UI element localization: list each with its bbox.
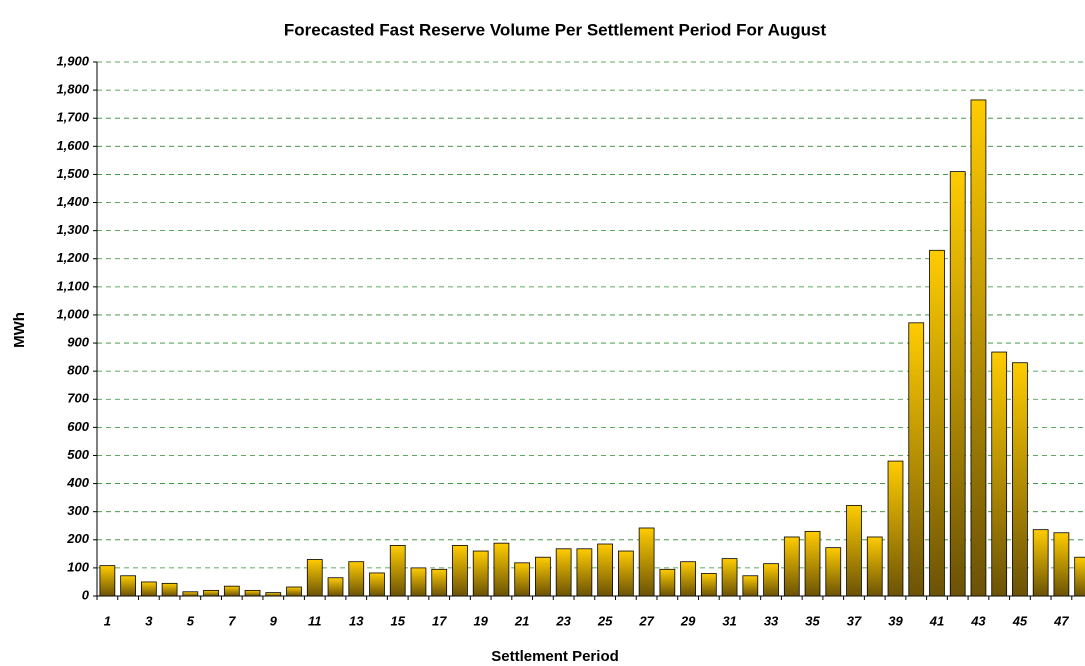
x-tick-label: 11 [308,613,322,628]
x-tick-label: 25 [597,613,613,628]
bar [618,550,634,597]
bar [929,249,945,597]
bar [970,99,987,597]
y-tick-label: 1,200 [56,250,89,265]
x-tick-label: 27 [638,613,654,628]
bar [721,558,738,597]
x-tick-label: 3 [145,613,153,628]
bar [182,591,199,597]
bar [887,460,904,597]
bar [555,548,572,597]
bar [203,589,219,597]
y-tick-label: 400 [66,475,89,490]
bar [223,585,240,597]
bar [120,575,136,597]
y-tick-label: 1,300 [56,222,89,237]
bar [472,550,489,597]
x-tick-label: 45 [1012,613,1028,628]
bar [866,536,883,597]
bar [493,542,510,597]
bar [638,527,655,597]
bar [140,581,157,597]
bar [161,582,178,597]
bar [369,572,385,597]
bar [327,577,344,597]
bar [597,543,613,597]
x-tick-label: 17 [432,613,447,628]
bar [1053,532,1070,597]
x-tick-label: 33 [764,613,779,628]
y-tick-label: 200 [66,531,89,546]
y-tick-label: 1,400 [56,194,89,209]
x-tick-label: 31 [722,613,736,628]
y-tick-label: 1,000 [56,306,89,321]
x-tick-label: 47 [1053,613,1069,628]
bar [410,567,427,597]
y-axis-label: MWh [11,312,28,348]
bar [306,559,323,597]
x-tick-label: 13 [349,613,364,628]
x-tick-label: 35 [805,613,820,628]
y-tick-label: 100 [67,559,89,574]
y-tick-label: 1,600 [56,138,89,153]
chart-title: Forecasted Fast Reserve Volume Per Settl… [284,20,827,39]
bar [742,575,759,597]
y-tick-label: 800 [67,363,89,378]
bar [908,322,925,597]
x-tick-label: 39 [888,613,903,628]
bar [535,556,551,597]
y-tick-label: 1,900 [56,53,89,68]
y-tick-label: 0 [82,587,90,602]
x-tick-label: 7 [228,613,236,628]
bar [1032,529,1049,597]
y-tick-label: 900 [67,334,89,349]
y-tick-label: 600 [67,419,89,434]
bar [1074,556,1085,597]
bar [1012,362,1028,597]
x-tick-label: 21 [514,613,529,628]
bar [389,545,406,597]
bar [244,589,261,597]
x-tick-label: 19 [473,613,488,628]
bar [783,536,800,597]
bar [804,530,821,597]
bar [286,586,302,597]
bar [991,351,1008,597]
x-tick-label: 1 [104,613,111,628]
x-tick-label: 15 [390,613,405,628]
bar [99,565,116,597]
x-tick-label: 29 [680,613,696,628]
y-tick-label: 1,700 [56,110,89,125]
x-tick-label: 5 [187,613,195,628]
bar [700,573,717,597]
bar [680,561,696,597]
x-tick-label: 37 [847,613,862,628]
bar [265,592,282,597]
bar [825,547,842,597]
y-tick-label: 300 [67,503,89,518]
x-tick-label: 23 [555,613,571,628]
bar [846,505,862,597]
y-tick-label: 1,500 [56,166,89,181]
x-tick-label: 9 [270,613,278,628]
bar [763,563,779,597]
y-tick-label: 1,800 [56,82,89,97]
x-axis-label: Settlement Period [491,648,619,665]
bar [452,545,468,597]
bar [949,171,966,597]
x-tick-label: 41 [929,613,944,628]
bar [576,548,593,597]
bar [514,562,531,597]
x-tick-label: 43 [970,613,986,628]
y-tick-label: 700 [67,391,89,406]
bar [431,568,448,597]
y-tick-label: 500 [67,447,89,462]
y-tick-label: 1,100 [56,278,89,293]
bar [659,568,676,597]
bar [348,561,365,597]
